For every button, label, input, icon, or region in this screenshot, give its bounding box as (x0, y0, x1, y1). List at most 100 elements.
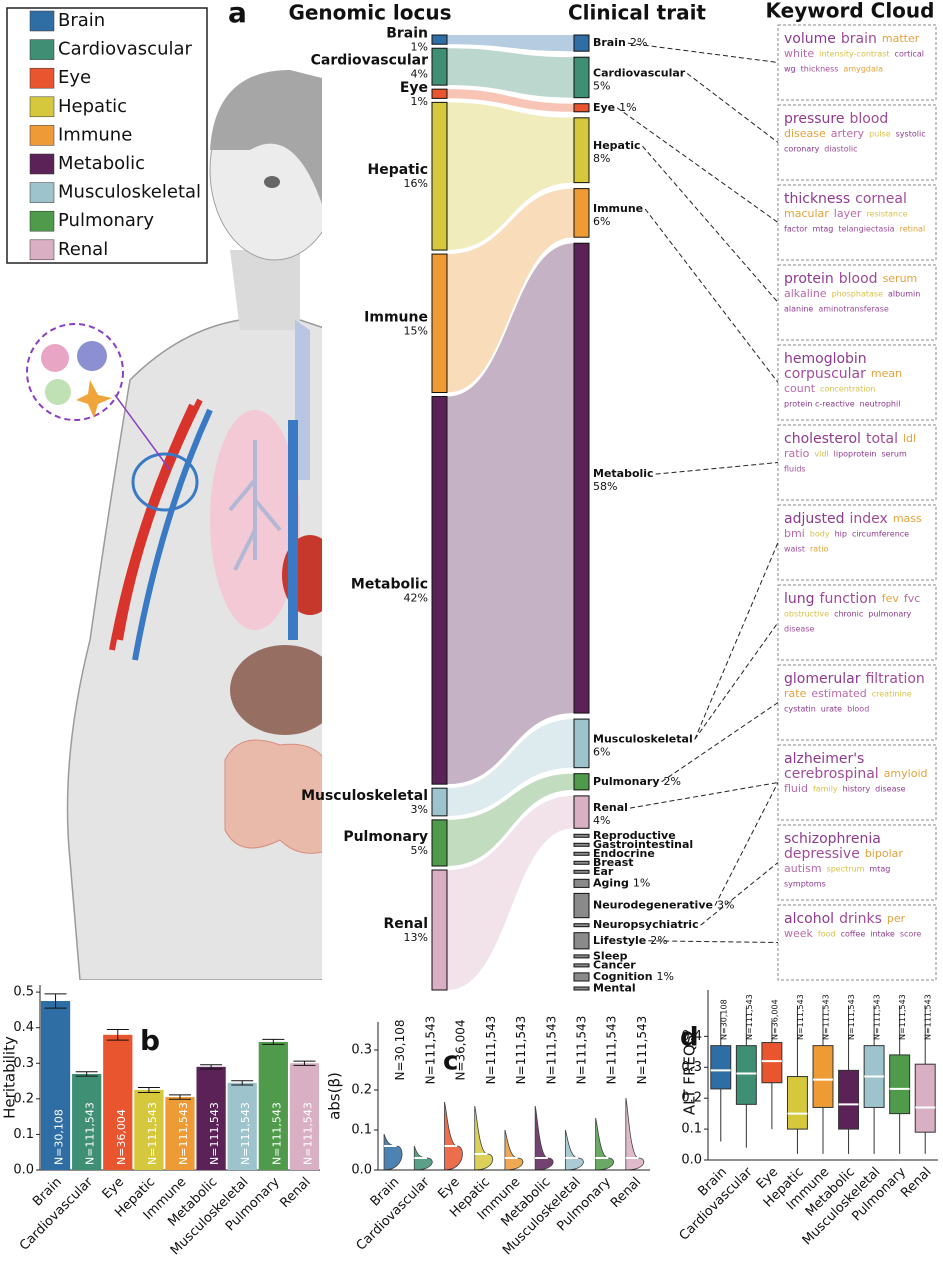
cloud-word: body (810, 530, 830, 539)
sankey-left-percent: 15% (404, 324, 428, 337)
sankey-left-label: Cardiovascular (311, 53, 428, 69)
box-annotation: N=111,543 (924, 994, 933, 1040)
box-annotation: N=111,543 (745, 994, 754, 1040)
sankey-right-title: Clinical trait (568, 1, 706, 25)
cloud-word: intensity-contrast (819, 50, 889, 59)
sankey-right-percent: 1% (633, 876, 650, 889)
cloud-word: protein (784, 271, 834, 287)
sankey-left-percent: 13% (404, 931, 428, 944)
y-tick-label: 0.5 (13, 985, 34, 1000)
cloud-word: pulmonary (868, 610, 911, 619)
cloud-box (777, 184, 937, 261)
y-tick-label: 0.1 (681, 1122, 702, 1137)
bronchi (228, 440, 282, 571)
legend-swatch (29, 67, 55, 89)
sankey-right-label: Immune (593, 202, 643, 215)
violin-annotation: N=111,543 (514, 1016, 528, 1085)
sankey-right-node (573, 869, 590, 874)
legend-label: Brain (58, 10, 105, 31)
sankey-right-node (573, 963, 590, 968)
sankey-right-label: Hepatic (593, 139, 641, 152)
cloud-word: disease (784, 127, 826, 140)
box-annotation: N=111,543 (847, 994, 856, 1040)
cloud-word: hip (835, 530, 847, 539)
sankey-right-node (573, 860, 590, 865)
cloud-word: disease (875, 785, 905, 794)
legend-swatch (29, 210, 55, 232)
y-tick-label: 0.1 (351, 1123, 372, 1138)
cloud-box (777, 24, 937, 101)
cloud-connector (648, 940, 779, 943)
cloud-word: neutrophil (860, 400, 901, 409)
bar (165, 1097, 195, 1170)
cloud-word: symptoms (784, 880, 826, 889)
sankey-right-label: Neurodegenerative (593, 899, 713, 912)
cloud-box (777, 664, 937, 741)
sankey-right-node (573, 795, 590, 829)
box (786, 1076, 808, 1130)
sankey-left-label: Musculoskeletal (301, 788, 428, 804)
cloud-word: fluids (784, 465, 806, 474)
box (710, 1045, 732, 1090)
cloud-word: score (900, 930, 922, 939)
y-tick-label: 0.0 (351, 1163, 372, 1178)
sankey-right-label: Reproductive (593, 829, 676, 842)
cloud-word: ratio (810, 545, 829, 554)
cloud-word: count (784, 382, 816, 395)
cloud-word: phosphatase (832, 290, 883, 299)
cloud-word: wg (784, 65, 796, 74)
cloud-word: factor (784, 225, 808, 234)
sankey-right-label: Cancer (593, 958, 636, 971)
sankey-right-node (573, 188, 590, 238)
sankey-right-node (573, 718, 590, 769)
violin-annotation: N=111,543 (575, 1016, 589, 1085)
cloud-word: aminotransferase (818, 305, 889, 314)
sankey-flow (447, 102, 574, 251)
y-tick-label: 0.3 (681, 1060, 702, 1075)
sankey-right-node (573, 117, 590, 184)
legend-swatch (29, 153, 55, 175)
cloud-word: ldl (903, 432, 916, 445)
sankey-flow (447, 35, 574, 52)
sankey-left-node (431, 34, 448, 45)
cloud-box (777, 584, 937, 661)
cloud-word: fvc (904, 592, 920, 605)
legend-swatch (29, 10, 55, 32)
sankey-right-node (573, 851, 590, 856)
bar (289, 1063, 320, 1170)
y-tick-label: 0.2 (681, 1091, 702, 1106)
sankey-right-label: Cardiovascular (593, 66, 686, 79)
sankey-left-percent: 42% (404, 591, 428, 604)
cloud-word: alcohol (784, 911, 834, 927)
sankey-left-percent: 16% (404, 177, 428, 190)
y-tick-label: 0.0 (13, 1163, 34, 1178)
box-annotation: N=30,108 (719, 999, 728, 1040)
legend-swatch (29, 239, 55, 261)
sankey-right-label: Musculoskeletal (593, 732, 693, 745)
sankey-right-label: Gastrointestinal (593, 838, 693, 851)
legend-label: Musculoskeletal (58, 182, 201, 203)
violin (595, 1117, 614, 1171)
violin-annotation: N=111,543 (544, 1016, 558, 1085)
sankey-left-node (431, 869, 448, 991)
y-tick-label: 0.2 (351, 1083, 372, 1098)
cloud-word: cholesterol (784, 431, 861, 447)
cloud-word: macular (784, 207, 829, 220)
panel-label: a (228, 0, 247, 29)
violin (534, 1105, 554, 1171)
cloud-word: mean (871, 367, 902, 380)
sankey-flow (447, 48, 574, 98)
sankey-right-percent: 2% (664, 775, 681, 788)
sankey-flow (447, 89, 574, 112)
cloud-word: lung (784, 591, 815, 607)
cloud-connector (686, 73, 779, 143)
cloud-word: lipoprotein (834, 450, 877, 459)
inset-pointer (114, 394, 171, 471)
sankey-right-node (573, 986, 590, 991)
cell-inset (26, 323, 124, 421)
cloud-word: waist (784, 545, 805, 554)
cloud-word: corneal (855, 191, 907, 207)
bar-annotation: N=111,543 (301, 1102, 314, 1165)
bar (134, 1089, 164, 1170)
